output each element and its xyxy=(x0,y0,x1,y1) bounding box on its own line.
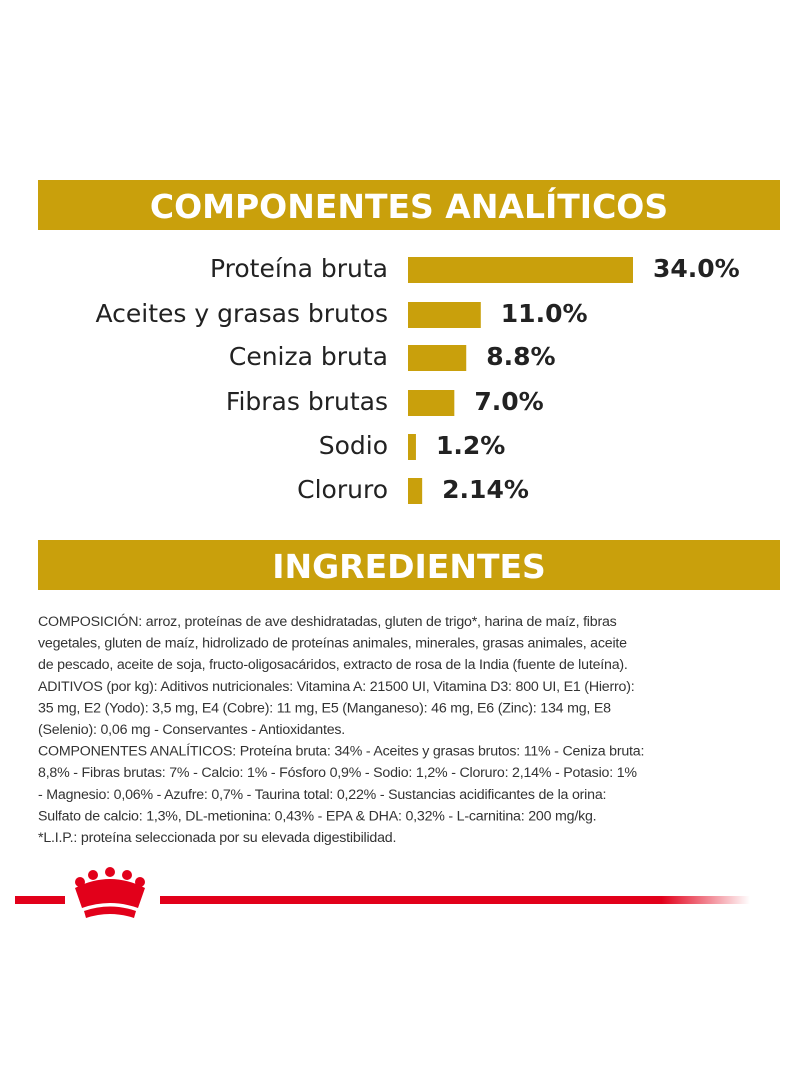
category-label: Sodio xyxy=(319,431,388,460)
ingredient-line: 35 mg, E2 (Yodo): 3,5 mg, E4 (Cobre): 11… xyxy=(38,700,611,716)
ingredient-line: *L.I.P.: proteína seleccionada por su el… xyxy=(38,830,396,846)
value-label: 7.0% xyxy=(474,387,543,416)
ingredients-text: COMPOSICIÓN: arroz, proteínas de ave des… xyxy=(38,613,644,846)
ingredient-line: de pescado, aceite de soja, fructo-oligo… xyxy=(38,657,628,673)
bar xyxy=(408,434,416,460)
value-label: 34.0% xyxy=(653,254,740,283)
bar xyxy=(408,345,467,371)
ingredient-line: vegetales, gluten de maíz, hidrolizado d… xyxy=(38,636,627,652)
header-bar xyxy=(38,180,780,230)
ingredient-line: COMPONENTES ANALÍTICOS: Proteína bruta: … xyxy=(38,743,644,760)
category-label: Cloruro xyxy=(297,475,388,504)
value-label: 1.2% xyxy=(436,431,505,460)
category-label: Fibras brutas xyxy=(226,387,388,416)
bar xyxy=(408,302,481,328)
ingredient-line: - Magnesio: 0,06% - Azufre: 0,7% - Tauri… xyxy=(38,787,606,803)
bar xyxy=(408,390,455,416)
crown-logo xyxy=(75,867,145,918)
category-label: Aceites y grasas brutos xyxy=(95,299,388,328)
value-label: 8.8% xyxy=(486,342,555,371)
bar xyxy=(408,257,633,283)
ingredient-line: (Selenio): 0,06 mg - Conservantes - Anti… xyxy=(38,722,345,738)
value-label: 11.0% xyxy=(501,299,588,328)
ingredient-line: 8,8% - Fibras brutas: 7% - Calcio: 1% - … xyxy=(38,765,637,781)
bar xyxy=(408,478,423,504)
chart-title: COMPONENTES ANALÍTICOS xyxy=(150,186,668,226)
brand-line xyxy=(160,896,750,904)
category-label: Proteína bruta xyxy=(210,254,388,283)
category-label: Ceniza bruta xyxy=(229,342,388,371)
header-bar xyxy=(38,540,780,590)
section-title: INGREDIENTES xyxy=(272,547,546,586)
ingredient-line: Sulfato de calcio: 1,3%, DL-metionina: 0… xyxy=(38,808,596,824)
ingredient-line: COMPOSICIÓN: arroz, proteínas de ave des… xyxy=(38,613,617,630)
brand-line xyxy=(15,896,65,904)
value-label: 2.14% xyxy=(442,475,529,504)
ingredient-line: ADITIVOS (por kg): Aditivos nutricionale… xyxy=(38,679,635,695)
